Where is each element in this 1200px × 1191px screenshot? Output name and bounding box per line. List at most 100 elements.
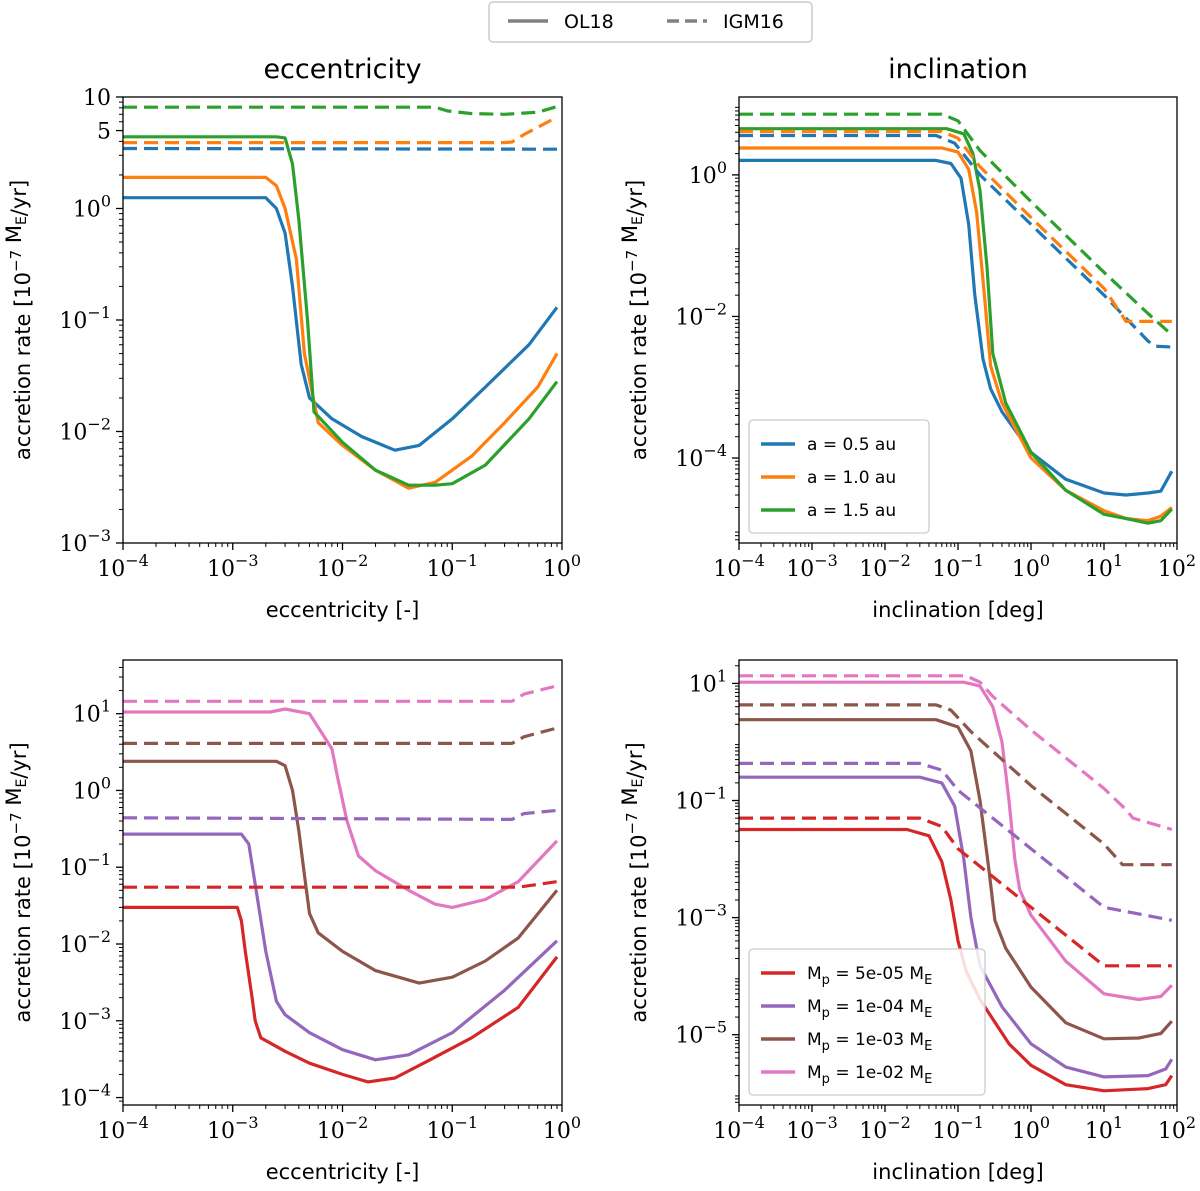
panel-legend-label: Mp = 1e-03 ME	[807, 1030, 932, 1054]
series-line-igm16-5	[739, 761, 1173, 922]
y-tick-label: 100	[73, 773, 111, 804]
x-tick-label: 10−1	[426, 551, 478, 582]
series-line-ol18-0	[123, 196, 559, 452]
y-tick-label: 10−2	[59, 927, 111, 958]
panel-legend-box	[748, 419, 930, 534]
panel-legend-box	[748, 948, 986, 1096]
x-tick-label: 10−3	[207, 551, 259, 582]
x-tick-label: 10−1	[932, 551, 984, 582]
x-tick-label: 101	[1085, 1113, 1123, 1144]
axes-frame	[122, 96, 563, 544]
y-tick-label: 10−1	[675, 784, 727, 815]
panel-legend: a = 0.5 au a = 1.0 au a = 1.5 au	[748, 419, 930, 534]
y-tick-label: 5	[97, 120, 111, 145]
x-tick-label: 10−1	[932, 1113, 984, 1144]
series-line-ol18-1	[123, 832, 559, 1062]
x-tick-label: 10−4	[97, 1113, 149, 1144]
series-line-igm16-4	[123, 880, 558, 889]
panel-legend-label: Mp = 1e-04 ME	[807, 997, 932, 1021]
x-tick-label: 10−4	[713, 1113, 765, 1144]
series-line-ol18-3	[123, 707, 559, 909]
panel-legend-label: a = 0.5 au	[807, 435, 896, 455]
x-tick-label: 10−4	[97, 551, 149, 582]
x-tick-label: 10−3	[207, 1113, 259, 1144]
series-line-ol18-2	[739, 127, 1173, 525]
panel-eccentricity-bottom: 10−4 10−3 10−2 10−1 100 10−4 10−3 10−2 10−1 100 10…	[2, 659, 581, 1184]
series-line-igm16-3	[123, 146, 558, 151]
series-line-igm16-4	[739, 816, 1172, 968]
x-tick-label: 100	[543, 551, 581, 582]
x-tick-label: 10−2	[317, 551, 369, 582]
panel-legend-label: a = 1.0 au	[807, 468, 896, 488]
x-tick-label: 102	[1158, 1113, 1196, 1144]
y-tick-label: 10−1	[59, 850, 111, 881]
panel-inclination-top: inclination 10−4 10−3 10−2 10−1 100 101 102 10−4…	[618, 54, 1196, 622]
x-tick-label: 10−2	[317, 1113, 369, 1144]
series-line-ol18-2	[123, 135, 559, 487]
y-axis-label: accretion rate [10−7 ME/yr]	[618, 180, 651, 460]
series-line-ol18-3	[739, 680, 1173, 1002]
panel-title: inclination	[888, 54, 1028, 85]
x-tick-label: 10−3	[786, 551, 838, 582]
series-line-igm16-3	[739, 133, 1172, 349]
y-tick-label: 10−3	[675, 901, 727, 932]
x-tick-label: 101	[1085, 551, 1123, 582]
series-line-ol18-0	[123, 905, 559, 1084]
y-tick-label: 10−3	[59, 526, 111, 557]
series-line-ol18-2	[739, 718, 1173, 1041]
figure-legend: OL18 IGM16	[488, 1, 813, 43]
y-tick-label: 10−4	[675, 441, 727, 472]
y-axis-label: accretion rate [10−7 ME/yr]	[618, 742, 651, 1022]
x-tick-label: 10−1	[426, 1113, 478, 1144]
y-axis-label: accretion rate [10−7 ME/yr]	[2, 180, 35, 460]
panel-legend-label: Mp = 1e-02 ME	[807, 1063, 932, 1087]
panel-inclination-bottom: 10−4 10−3 10−2 10−1 100 101 102 10−5 10−3 10−1 101…	[618, 659, 1196, 1184]
series-line-igm16-5	[123, 808, 558, 821]
panel-legend-label: Mp = 5e-05 ME	[807, 964, 932, 988]
y-tick-label: 10−3	[59, 1004, 111, 1035]
x-tick-label: 10−3	[786, 1113, 838, 1144]
x-tick-label: 100	[1012, 551, 1050, 582]
panel-legend-label: a = 1.5 au	[807, 501, 896, 521]
x-tick-label: 102	[1158, 551, 1196, 582]
y-tick-label: 100	[689, 158, 727, 189]
series-line-igm16-4	[123, 115, 558, 145]
series-line-igm16-7	[123, 684, 558, 703]
x-tick-label: 100	[1012, 1113, 1050, 1144]
series-line-igm16-4	[739, 129, 1172, 323]
y-axis-label: accretion rate [10−7 ME/yr]	[2, 742, 35, 1022]
panel-legend: Mp = 5e-05 ME Mp = 1e-04 ME Mp = 1e-03 ME M…	[748, 948, 986, 1096]
y-tick-label: 101	[689, 666, 727, 697]
series-line-igm16-6	[739, 703, 1172, 867]
series-line-ol18-1	[123, 175, 559, 490]
y-tick-label: 10−2	[675, 299, 727, 330]
x-tick-label: 10−4	[713, 551, 765, 582]
x-axis-label: eccentricity [-]	[266, 1160, 420, 1184]
y-tick-label: 10	[83, 86, 111, 111]
y-tick-label: 10−2	[59, 415, 111, 446]
series-line-ol18-0	[739, 158, 1174, 497]
series-line-ol18-1	[739, 146, 1173, 523]
x-axis-label: inclination [deg]	[872, 1160, 1043, 1184]
x-tick-label: 100	[543, 1113, 581, 1144]
series-line-igm16-5	[123, 105, 558, 116]
y-tick-label: 100	[73, 192, 111, 223]
figure-legend-label-solid: OL18	[564, 11, 614, 33]
series-line-igm16-6	[123, 726, 558, 745]
y-tick-label: 10−1	[59, 303, 111, 334]
panel-title: eccentricity	[263, 54, 421, 85]
y-tick-label: 10−5	[675, 1018, 727, 1049]
y-tick-label: 101	[73, 697, 111, 728]
series-line-ol18-1	[739, 775, 1174, 1079]
figure-legend-label-dashed: IGM16	[723, 11, 784, 33]
series-line-igm16-7	[739, 674, 1173, 832]
x-tick-label: 10−2	[859, 551, 911, 582]
x-tick-label: 10−2	[859, 1113, 911, 1144]
y-tick-label: 10−4	[59, 1081, 111, 1112]
series-line-ol18-2	[123, 759, 559, 985]
x-axis-label: eccentricity [-]	[266, 598, 420, 622]
axes-frame	[122, 659, 563, 1106]
figure-legend-box	[488, 1, 813, 43]
